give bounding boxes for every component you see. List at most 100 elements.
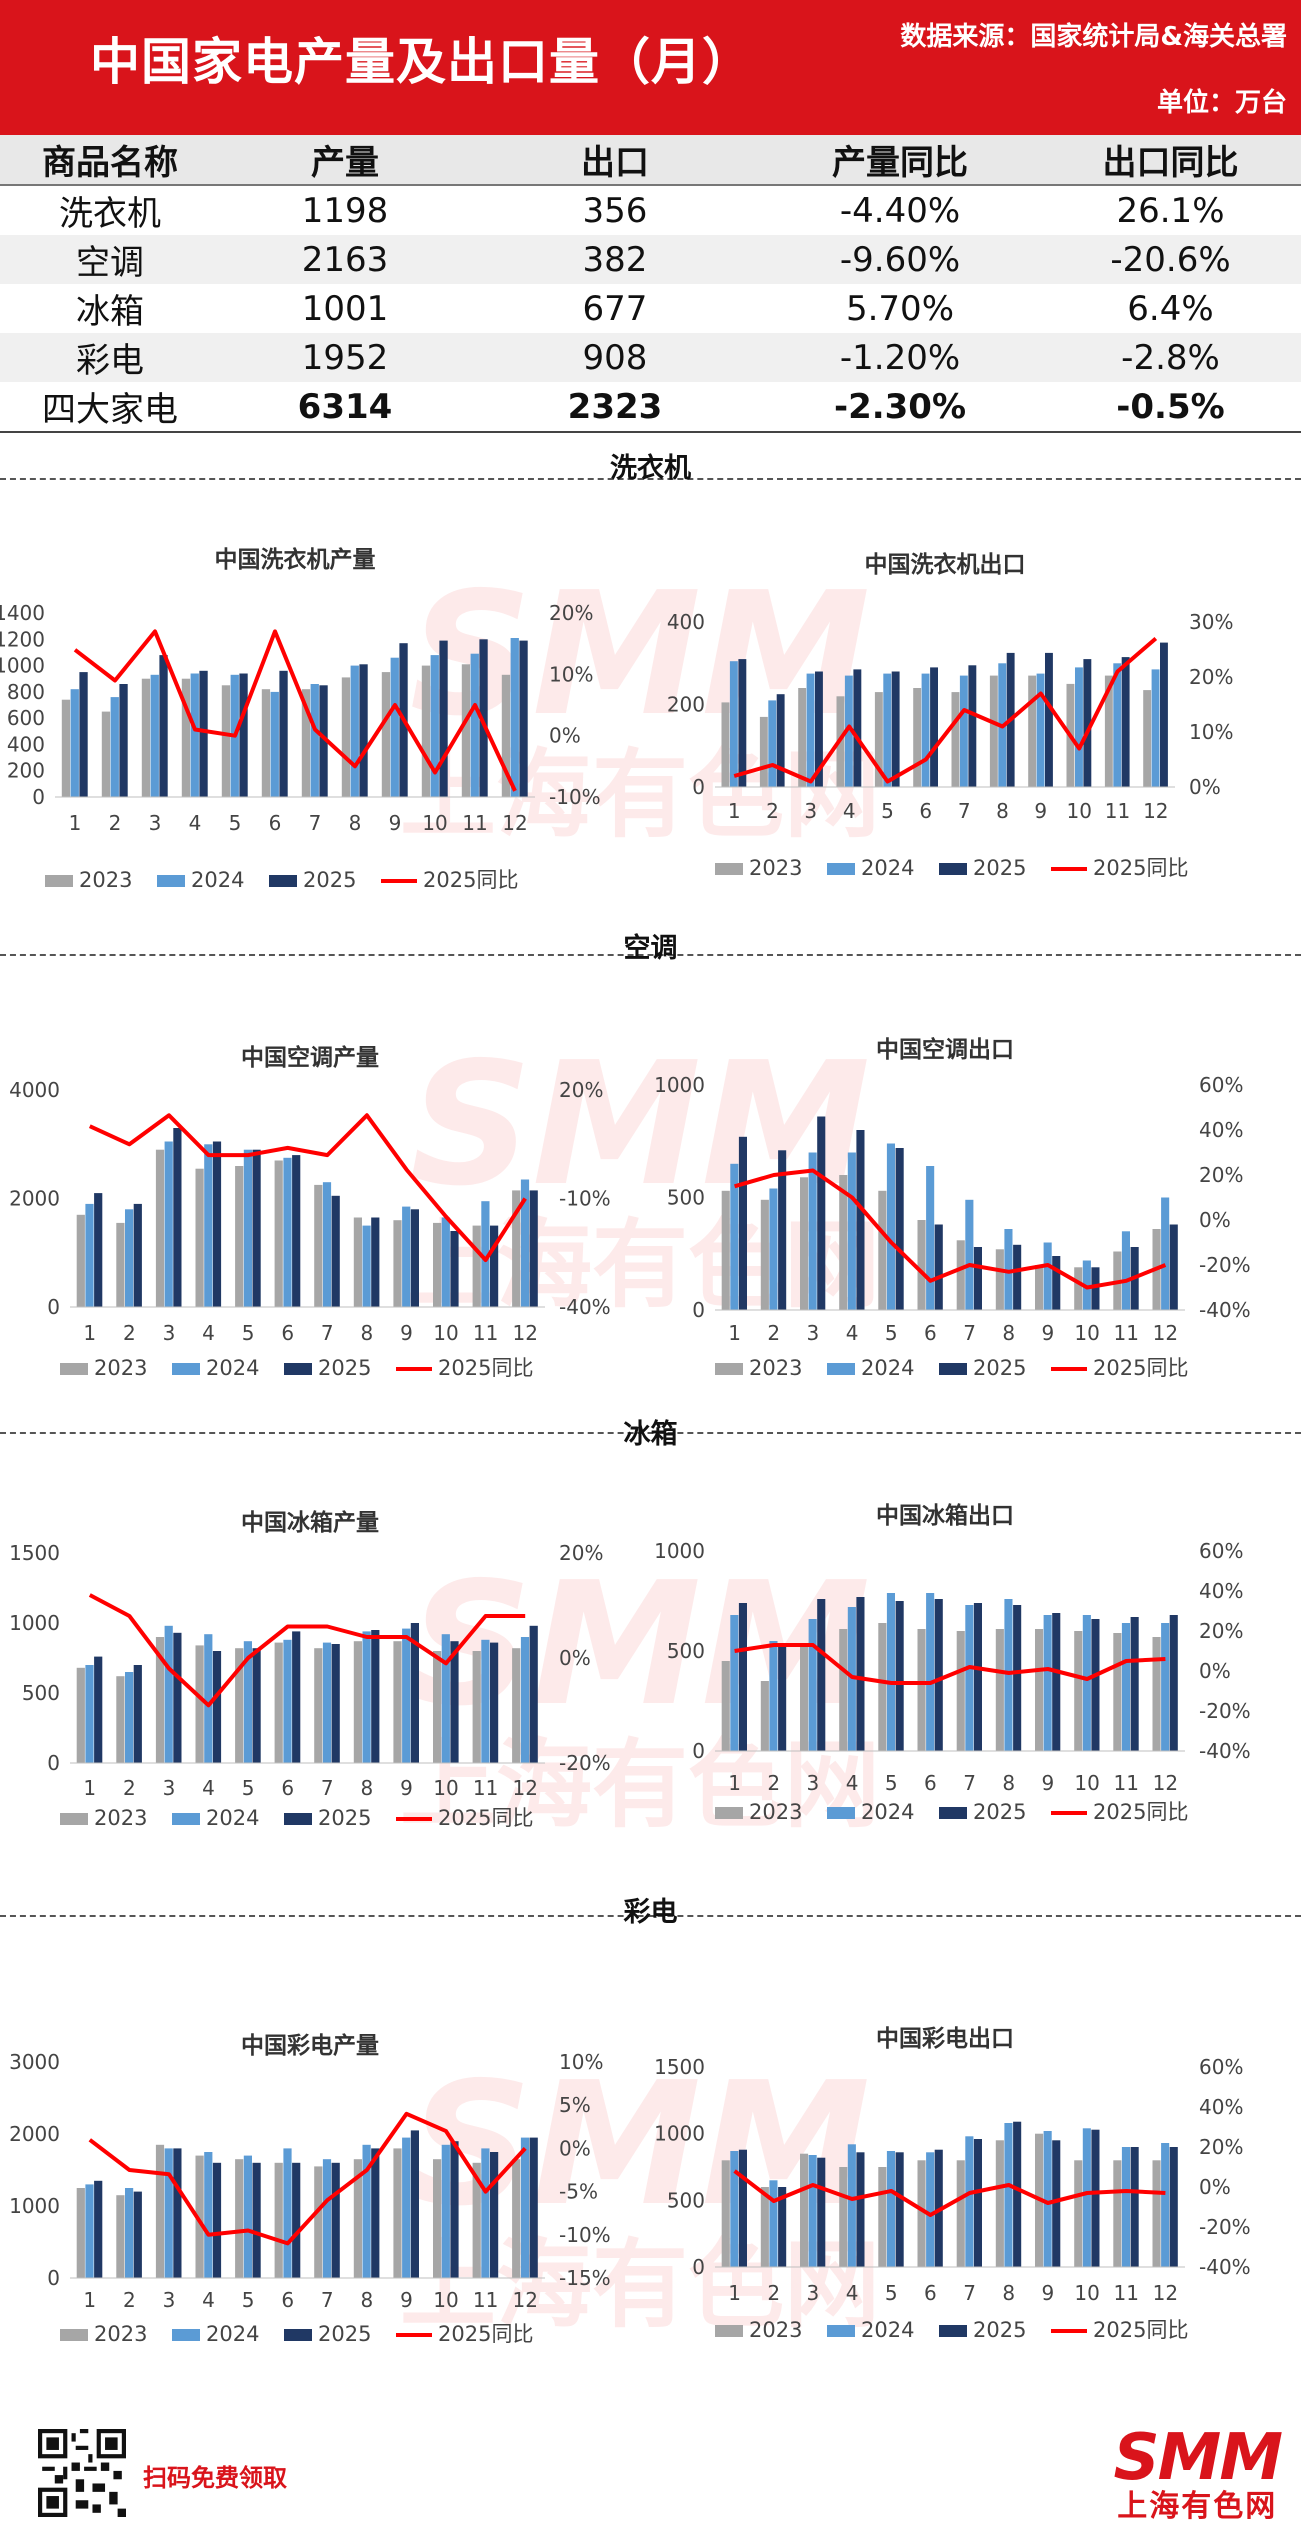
y-tick-label: 0: [47, 1295, 60, 1319]
y2-tick-label: 20%: [559, 1078, 603, 1102]
bar-2024: [1121, 2147, 1130, 2267]
bar-2023: [274, 1160, 283, 1307]
bar-2025: [173, 1128, 182, 1307]
bar-2023: [913, 688, 922, 787]
x-tick-label: 3: [804, 799, 817, 823]
bar-2025: [439, 640, 448, 797]
bar-2024: [769, 1188, 778, 1310]
legend-label: 2025: [973, 1356, 1026, 1380]
bar-2023: [341, 677, 351, 797]
legend-swatch: [715, 2325, 743, 2337]
bar-2025: [529, 1625, 538, 1763]
bar-2023: [461, 664, 471, 797]
legend-swatch: [172, 2329, 200, 2341]
bar-2024: [965, 2136, 974, 2267]
x-tick-label: 6: [281, 1321, 294, 1345]
bar-2025: [1130, 1617, 1139, 1751]
bar-2025: [239, 673, 248, 797]
legend-swatch: [45, 875, 73, 887]
bar-2023: [301, 689, 311, 797]
x-tick-label: 2: [109, 811, 122, 835]
bar-2023: [472, 1651, 481, 1763]
bar-2023: [1113, 1633, 1122, 1751]
bar-2025: [450, 1641, 459, 1763]
bar-2024: [441, 1217, 450, 1307]
x-tick-label: 1: [83, 2288, 96, 2312]
x-tick-label: 9: [389, 811, 402, 835]
bar-2025: [359, 664, 368, 797]
bar-2023: [274, 2162, 283, 2278]
y2-tick-label: 60%: [1199, 1073, 1243, 1097]
bar-2023: [1152, 2160, 1161, 2267]
x-tick-label: 3: [163, 1321, 176, 1345]
bar-2024: [283, 1157, 292, 1307]
bar-2025: [371, 1630, 380, 1763]
bar-2024: [270, 691, 279, 797]
bar-2025: [79, 672, 88, 797]
table-cell: -2.30%: [760, 382, 1040, 433]
bar-2023: [472, 1225, 481, 1307]
bar-2024: [510, 638, 519, 797]
bar-2025: [173, 1632, 182, 1763]
bar-2023: [195, 1645, 204, 1763]
bar-2025: [973, 2139, 982, 2267]
y2-tick-label: -10%: [559, 1187, 611, 1211]
legend-swatch: [284, 1363, 312, 1375]
x-tick-label: 2: [767, 1321, 780, 1345]
bar-2024: [125, 2188, 134, 2278]
x-tick-label: 12: [512, 1321, 537, 1345]
bar-2025: [1091, 2129, 1100, 2267]
y2-tick-label: 0%: [1199, 1208, 1231, 1232]
x-tick-label: 5: [242, 2288, 255, 2312]
section-divider: [0, 1915, 1301, 1917]
x-tick-label: 1: [83, 1321, 96, 1345]
legend-label: 2024: [861, 1356, 914, 1380]
x-tick-label: 9: [1042, 2281, 1055, 2305]
bar-2025: [159, 655, 168, 797]
y-tick-label: 0: [692, 2255, 705, 2279]
bar-2025: [519, 640, 528, 797]
bar-2023: [155, 2144, 165, 2278]
bar-2023: [155, 1637, 165, 1763]
bar-2023: [221, 685, 231, 797]
bar-2025: [331, 1195, 340, 1307]
table-header-row: 商品名称 产量 出口 产量同比 出口同比: [0, 135, 1301, 186]
bar-2024: [322, 2159, 332, 2278]
y2-tick-label: -20%: [559, 1751, 611, 1775]
bar-2025: [856, 1597, 865, 1751]
bar-2025: [895, 2152, 904, 2267]
table-cell: 26.1%: [1116, 190, 1225, 231]
bar-2024: [808, 1619, 817, 1751]
qr-code-icon[interactable]: [38, 2429, 126, 2517]
y-tick-label: 2000: [9, 1187, 60, 1211]
bar-2025: [815, 671, 823, 787]
x-tick-label: 1: [728, 1321, 741, 1345]
qr-label: 扫码免费领取: [143, 2464, 287, 2492]
legend-swatch: [172, 1813, 200, 1825]
bar-2023: [956, 1631, 965, 1751]
x-tick-label: 11: [473, 1776, 498, 1800]
bar-2023: [798, 688, 807, 787]
bar-2023: [314, 1648, 323, 1763]
bar-2023: [721, 1190, 730, 1311]
y2-tick-label: 5%: [559, 2093, 591, 2117]
bar-2023: [760, 1681, 769, 1751]
bar-2023: [472, 2162, 481, 2278]
y2-tick-label: 0%: [1189, 775, 1221, 799]
bar-2023: [956, 2160, 965, 2267]
bar-2023: [956, 1240, 965, 1311]
bar-2025: [371, 1217, 380, 1307]
section-divider: [0, 1432, 1301, 1434]
x-tick-label: 7: [958, 799, 971, 823]
x-tick-label: 12: [1153, 2281, 1178, 2305]
bar-2024: [886, 1593, 895, 1751]
bar-2024: [847, 1152, 856, 1310]
chart-title: 中国冰箱出口: [876, 1502, 1014, 1529]
x-tick-label: 7: [963, 1771, 976, 1795]
table-cell: -9.60%: [760, 235, 1040, 284]
bar-2025: [1052, 1613, 1061, 1751]
bar-2023: [839, 1629, 848, 1751]
y2-tick-label: 60%: [1199, 1539, 1243, 1563]
